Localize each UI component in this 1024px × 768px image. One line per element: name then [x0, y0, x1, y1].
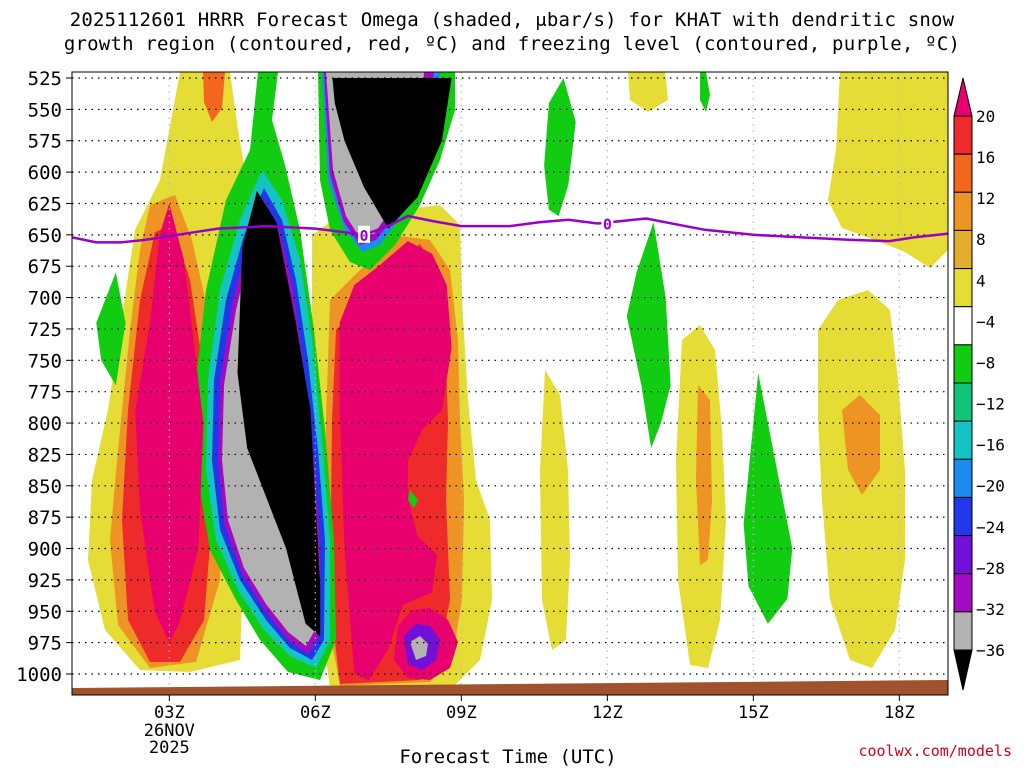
omega-small-cell-08z-green — [408, 490, 418, 508]
y-tick-label: 800 — [28, 413, 62, 435]
omega-orange-17z — [842, 395, 880, 495]
y-tick-label: 1000 — [16, 664, 62, 686]
colorbar-label: 8 — [976, 230, 986, 249]
colorbar-cell — [953, 268, 973, 308]
colorbar-label: −32 — [976, 600, 1005, 619]
x-tick-label: 15Z — [738, 703, 769, 723]
chart-title: 2025112601 HRRR Forecast Omega (shaded, … — [63, 9, 961, 55]
omega-sink-13z — [626, 222, 671, 449]
colorbar-cell — [953, 229, 973, 270]
colorbar-label: −36 — [976, 641, 1005, 660]
omega-orange-14z — [696, 385, 712, 565]
y-tick-label: 525 — [28, 68, 62, 90]
y-tick-label: 575 — [28, 131, 62, 153]
colorbar-label: −16 — [976, 436, 1005, 455]
colorbar-label: 16 — [976, 148, 995, 167]
colorbar-cell — [953, 420, 973, 460]
colorbar-cell — [953, 344, 973, 384]
y-tick-label: 975 — [28, 633, 62, 655]
colorbar-cell — [953, 496, 973, 537]
y-tick-label: 825 — [28, 444, 62, 466]
y-tick-label: 950 — [28, 601, 62, 623]
freezing-label: 0 — [603, 216, 612, 234]
credit-text: coolwx.com/models — [858, 742, 1012, 760]
y-tick-label: 600 — [28, 162, 62, 184]
y-tick-label: 725 — [28, 319, 62, 341]
colorbar-label: −20 — [976, 477, 1005, 496]
omega-small-cell-08z-core — [410, 636, 428, 660]
y-axis: 525 550 575 600 625 650 675 700 725 750 775 800 825 8… — [16, 68, 72, 686]
omega-sink-15z — [743, 372, 793, 624]
colorbar-cell — [953, 382, 973, 422]
colorbar-cell — [953, 535, 973, 575]
y-tick-label: 875 — [28, 507, 62, 529]
x-tick-label: 12Z — [592, 703, 623, 723]
y-tick-label: 700 — [28, 288, 62, 310]
colorbar-cell — [953, 115, 973, 155]
y-tick-label: 900 — [28, 539, 62, 561]
colorbar-label: 4 — [976, 271, 986, 290]
y-tick-label: 675 — [28, 256, 62, 278]
colorbar-label: −8 — [976, 353, 995, 372]
colorbar-label: −12 — [976, 395, 1005, 414]
colorbar-cell — [953, 191, 973, 231]
freezing-level-labels: 00 — [358, 214, 614, 245]
colorbar-label: −4 — [976, 312, 995, 331]
freezing-label: 0 — [359, 227, 368, 245]
colorbar-cell — [953, 306, 973, 346]
colorbar: 20 16 12 8 4 −4 −8 −12 −16 −20 −24 −28 −32 −36 — [953, 77, 1005, 691]
freezing-label-bg — [601, 214, 614, 232]
freezing-level-line — [72, 214, 948, 244]
y-tick-label: 650 — [28, 225, 62, 247]
colorbar-label: 20 — [976, 107, 995, 126]
plot-frame — [71, 71, 949, 696]
x-tick-label: 06Z — [300, 703, 331, 723]
colorbar-cell — [953, 458, 973, 498]
x-tick-sublabel: 26NOV — [144, 721, 195, 741]
x-tick-label: 03Z — [154, 703, 185, 723]
y-tick-label: 550 — [28, 99, 62, 121]
omega-core-06z — [237, 190, 321, 637]
x-tick-label: 18Z — [884, 703, 915, 723]
omega-sink-01z — [96, 272, 126, 386]
x-tick-label: 09Z — [446, 703, 477, 723]
omega-positive-area-upper-top — [628, 72, 668, 112]
y-tick-label: 775 — [28, 382, 62, 404]
y-tick-label: 925 — [28, 570, 62, 592]
y-tick-label: 625 — [28, 193, 62, 215]
colorbar-label: 12 — [976, 189, 995, 208]
omega-sink-11z — [544, 78, 576, 216]
omega-green-14z — [700, 72, 710, 112]
colorbar-bottom-arrow — [953, 649, 973, 691]
omega-positive-area-upper-right — [828, 72, 948, 268]
omega-core-upper — [332, 78, 452, 229]
colorbar-cell — [953, 611, 973, 651]
y-tick-label: 850 — [28, 476, 62, 498]
colorbar-cell — [953, 153, 973, 193]
x-tick-sublabel: 2025 — [149, 738, 190, 758]
colorbar-cell — [953, 573, 973, 613]
omega-rise-07z — [339, 241, 452, 681]
colorbar-label: −28 — [976, 559, 1005, 578]
colorbar-label: −24 — [976, 518, 1005, 537]
freezing-label-bg — [358, 225, 370, 243]
omega-data-regions — [96, 78, 793, 681]
x-axis-label: Forecast Time (UTC) — [399, 746, 616, 768]
terrain-strip — [72, 680, 948, 695]
plot-area: 00 — [71, 71, 949, 696]
colorbar-top-arrow — [953, 77, 973, 117]
y-tick-label: 750 — [28, 350, 62, 372]
